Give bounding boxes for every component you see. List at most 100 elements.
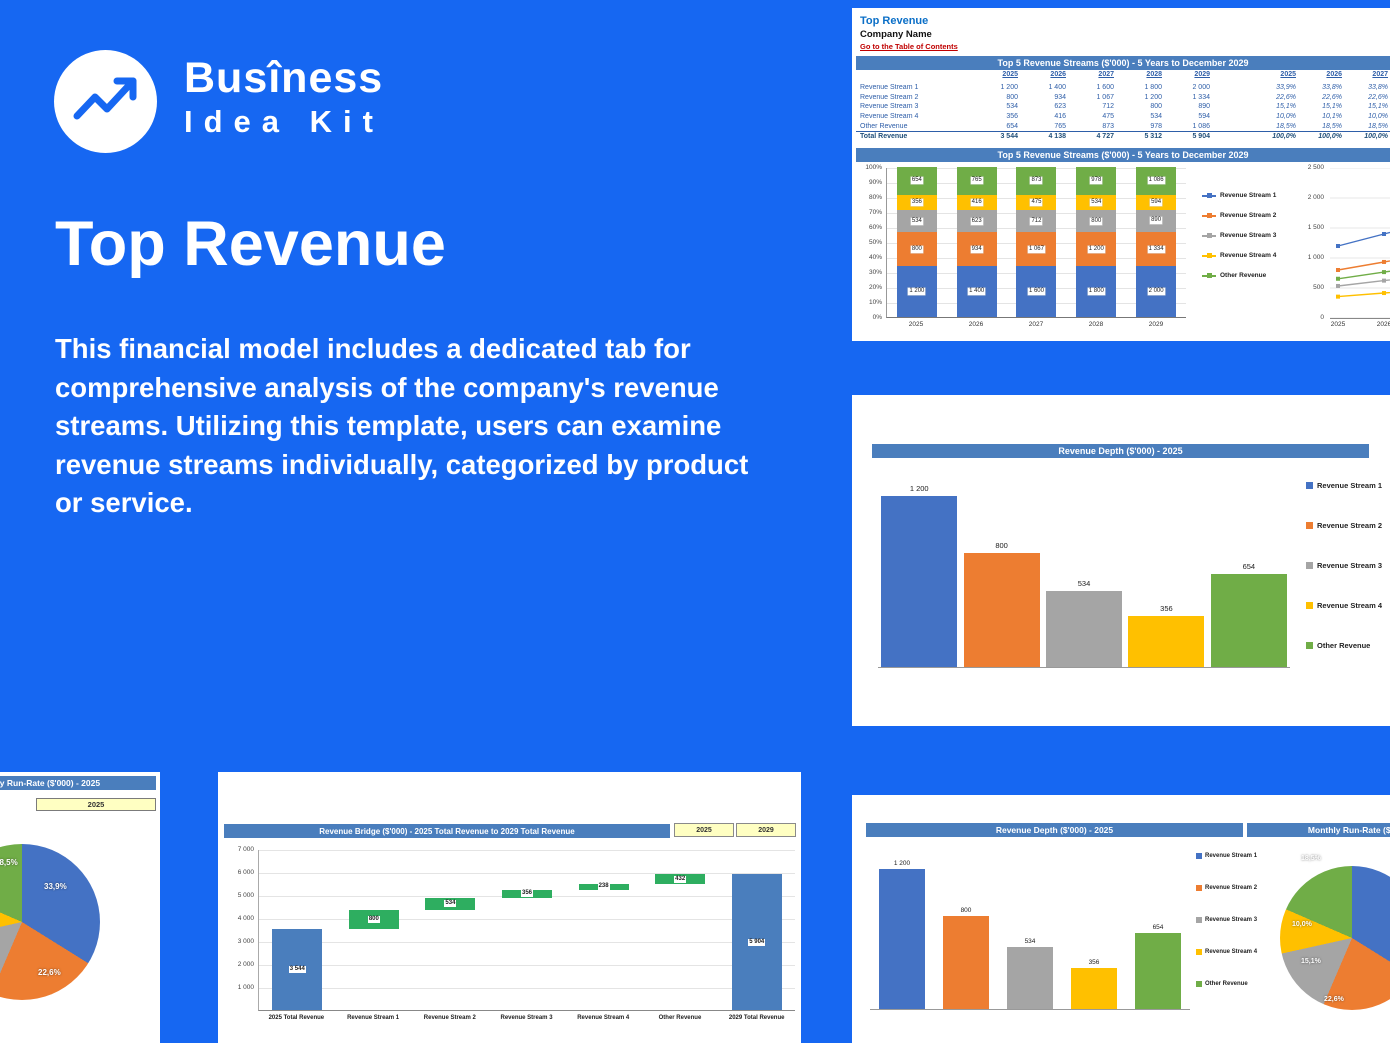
data-label: 623	[970, 217, 983, 225]
axis-tick: 5 000	[237, 892, 254, 899]
table-cell: 1 600	[1096, 84, 1114, 92]
data-label: 534	[444, 900, 457, 908]
legend-label: Other Revenue	[1317, 641, 1371, 650]
axis-tick: 3 000	[237, 938, 254, 945]
stacked-segment: 800	[1076, 209, 1117, 233]
axis-tick: 6 000	[237, 869, 254, 876]
row-label: Revenue Stream 3	[860, 103, 919, 111]
axis-label: 2029	[1148, 321, 1164, 328]
year-spinner-2025[interactable]: 2025	[674, 823, 734, 837]
bar	[1046, 590, 1123, 667]
data-label: 356	[521, 890, 534, 898]
axis-tick: 90%	[868, 179, 882, 186]
bar	[1210, 573, 1287, 667]
table-of-contents-link[interactable]: Go to the Table of Contents	[860, 42, 958, 51]
axis-tick: 7 000	[237, 846, 254, 853]
table-cell: 2 000	[1192, 84, 1210, 92]
axis-label: Other Revenue	[658, 1015, 702, 1021]
table-cell: 1 200	[1144, 93, 1162, 101]
legend-item: Revenue Stream 1	[1202, 192, 1276, 199]
axis-tick: 0	[1320, 314, 1324, 321]
table-row: Revenue Stream 3 534 623 712 800 890 15,1% 15,1…	[856, 102, 1390, 112]
legend-item: Revenue Stream 2	[1196, 885, 1257, 891]
table-cell: 534	[1150, 113, 1162, 121]
data-label: 1 067	[1027, 245, 1045, 253]
gridline	[259, 850, 795, 851]
stacked-segment: 978	[1076, 167, 1117, 195]
bar-slot: 1 200	[878, 468, 960, 667]
trend-arrow-icon	[73, 77, 137, 120]
legend-marker	[1196, 981, 1202, 987]
table-pct-cell: 18,5%	[1368, 122, 1388, 130]
legend-label: Other Revenue	[1205, 981, 1248, 987]
axis-tick: 1 000	[1307, 254, 1324, 261]
data-label: 654	[1242, 561, 1256, 571]
bar	[1128, 616, 1205, 667]
table-cell: 594	[1198, 113, 1210, 121]
year-spinner-2029[interactable]: 2029	[736, 823, 796, 837]
combo-depth-titlebar: Revenue Depth ($'000) - 2025	[866, 823, 1243, 837]
year-selector-control[interactable]: 2025	[36, 798, 156, 811]
table-cell: 1 800	[1144, 84, 1162, 92]
stacked-segment: 873	[1016, 167, 1057, 195]
table-pct-cell: 10,1%	[1322, 113, 1342, 121]
revenue-bridge-panel: Revenue Bridge ($'000) - 2025 Total Reve…	[218, 772, 801, 1043]
stacked-chart-plot: 1 200 800 534 356 654 1 400 934 623 416 765 1 600 1…	[886, 167, 1186, 318]
legend-item: Revenue Stream 2	[1202, 212, 1276, 219]
spreadsheet-panel: Top Revenue Company Name Go to the Table…	[852, 8, 1390, 341]
table-pct-cell: 33,9%	[1276, 84, 1296, 92]
bar-slot: 534	[1043, 468, 1125, 667]
combo-legend: Revenue Stream 1 Revenue Stream 2 Revenue …	[1196, 853, 1257, 1013]
stacked-segment: 1 334	[1136, 232, 1177, 267]
table-cell: 654	[1006, 122, 1018, 130]
revenue-bridge-titlebar: Revenue Bridge ($'000) - 2025 Total Reve…	[224, 824, 670, 838]
legend-marker	[1196, 949, 1202, 955]
axis-tick: 10%	[868, 299, 882, 306]
stacked-segment: 356	[896, 194, 937, 210]
stacked-bar: 1 400 934 623 416 765	[947, 167, 1007, 317]
table-row: Revenue Stream 2 800 934 1 067 1 200 1 334 22,…	[856, 93, 1390, 103]
data-label: 654	[910, 177, 923, 185]
brand-name-line1: Busîness	[184, 54, 384, 102]
data-label: 1 200	[908, 288, 926, 296]
data-label: 1 200	[1087, 245, 1105, 253]
axis-tick: 2 500	[1307, 164, 1324, 171]
data-label: 1 334	[1147, 245, 1165, 253]
legend-item: Revenue Stream 1	[1306, 481, 1382, 490]
data-label: 1 600	[1027, 288, 1045, 296]
bar-slot: 356	[1125, 468, 1207, 667]
legend-label: Revenue Stream 2	[1317, 521, 1383, 530]
bar: 5 904	[731, 874, 782, 1010]
legend-item: Other Revenue	[1306, 641, 1382, 650]
table-cell: 4 727	[1096, 132, 1114, 140]
table-pct-cell: 15,1%	[1276, 103, 1296, 111]
stacked-bar: 2 000 1 334 890 594 1 086	[1126, 167, 1186, 317]
legend-marker	[1202, 232, 1216, 238]
data-label: 534	[1077, 578, 1091, 588]
bar-slot: 238	[565, 850, 642, 1010]
revenue-depth-titlebar: Revenue Depth ($'000) - 2025	[872, 444, 1369, 458]
legend-label: Revenue Stream 2	[1205, 885, 1258, 891]
gridline	[259, 919, 795, 920]
axis-tick: 70%	[868, 209, 882, 216]
axis-tick: 50%	[868, 239, 882, 246]
stacked-segment: 934	[956, 232, 997, 267]
table-cell: 978	[1150, 122, 1162, 130]
data-label: 934	[970, 245, 983, 253]
data-label: 800	[910, 245, 923, 253]
stacked-segment: 534	[896, 209, 937, 233]
bar-slot: 654	[1126, 847, 1190, 1009]
data-label: 1 800	[1087, 288, 1105, 296]
legend-label: Revenue Stream 4	[1317, 601, 1383, 610]
legend-label: Revenue Stream 2	[1220, 212, 1277, 219]
stacked-segment: 416	[956, 194, 997, 210]
legend-item: Revenue Stream 2	[1306, 521, 1382, 530]
bar	[1135, 932, 1181, 1009]
axis-label: Revenue Stream 2	[423, 1015, 476, 1021]
legend-label: Other Revenue	[1220, 272, 1267, 279]
data-label: 800	[1090, 217, 1103, 225]
data-label: 534	[1090, 198, 1103, 206]
pie-label: 22,6%	[38, 968, 61, 977]
legend-item: Other Revenue	[1196, 981, 1257, 987]
axis-tick: 2 000	[1307, 194, 1324, 201]
